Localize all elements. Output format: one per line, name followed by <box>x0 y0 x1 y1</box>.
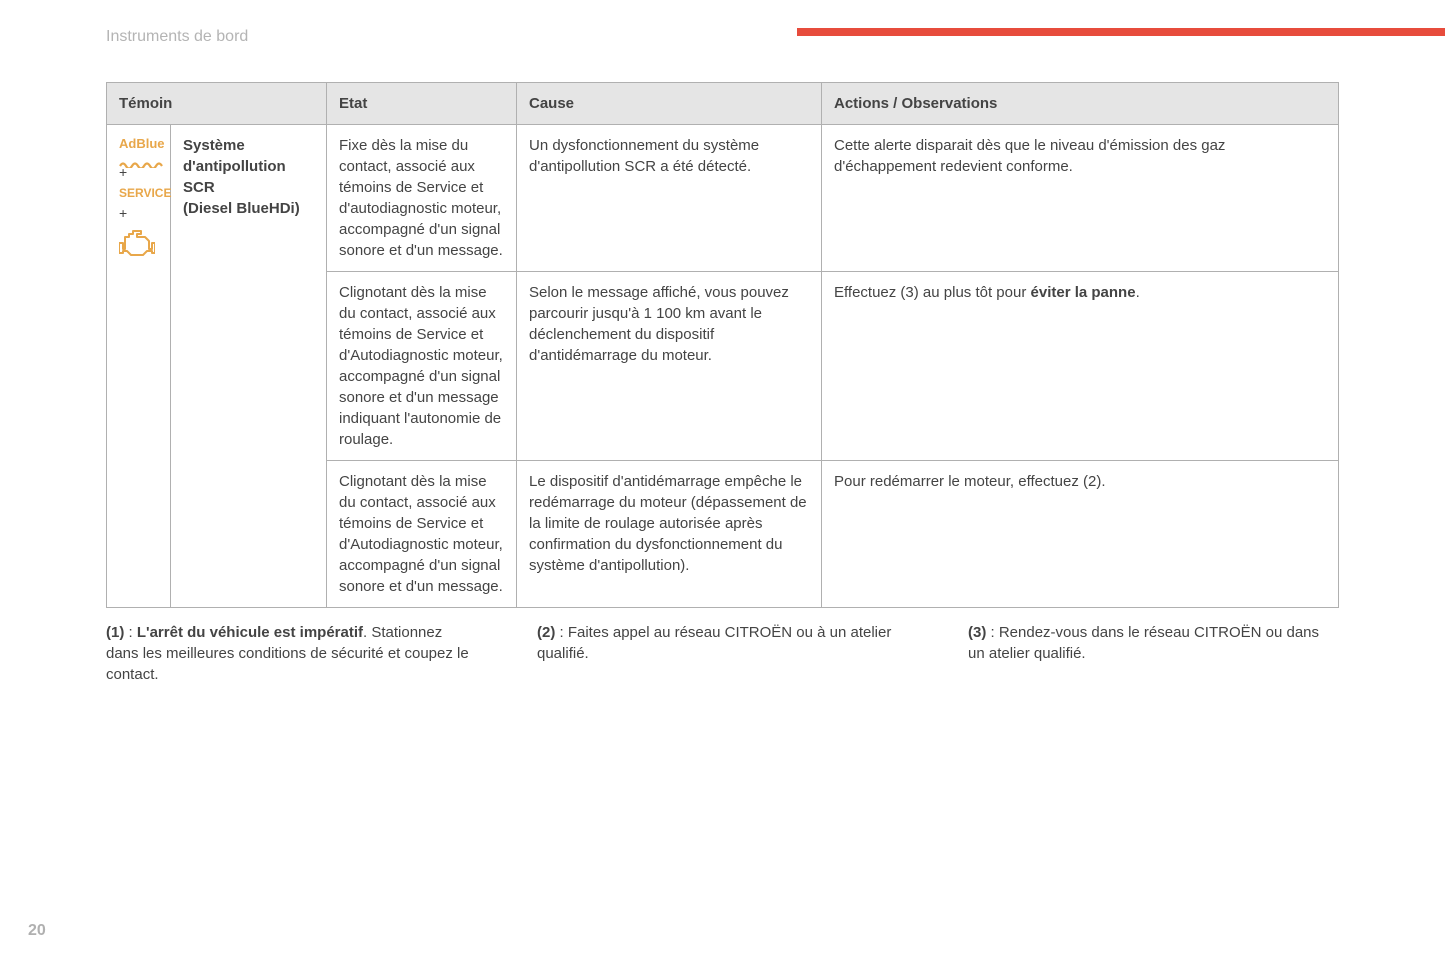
th-temoin: Témoin <box>107 83 327 125</box>
th-actions: Actions / Observations <box>822 83 1339 125</box>
footnote-2: (2) : Faites appel au réseau CITROËN ou … <box>537 622 908 685</box>
etat-cell: Clignotant dès la mise du contact, assoc… <box>327 272 517 461</box>
system-label-cell: Système d'antipollution SCR (Diesel Blue… <box>171 125 327 608</box>
actions-post: . <box>1136 284 1140 301</box>
footnote-bold: L'arrêt du véhicule est impératif <box>137 624 363 641</box>
footnote-3: (3) : Rendez-vous dans le réseau CITROËN… <box>968 622 1339 685</box>
footnote-text: : Faites appel au réseau CITROËN ou à un… <box>537 624 891 662</box>
actions-cell: Cette alerte disparait dès que le niveau… <box>822 125 1339 272</box>
cause-cell: Selon le message affiché, vous pouvez pa… <box>517 272 822 461</box>
etat-cell: Clignotant dès la mise du contact, assoc… <box>327 461 517 608</box>
page-content: Témoin Etat Cause Actions / Observations… <box>0 50 1445 685</box>
etat-cell: Fixe dès la mise du contact, associé aux… <box>327 125 517 272</box>
cause-cell: Un dysfonctionnement du système d'antipo… <box>517 125 822 272</box>
system-variant: (Diesel BlueHDi) <box>183 200 300 217</box>
page-header: Instruments de bord <box>0 0 1445 50</box>
actions-cell: Effectuez (3) au plus tôt pour éviter la… <box>822 272 1339 461</box>
warning-table: Témoin Etat Cause Actions / Observations… <box>106 82 1339 608</box>
th-etat: Etat <box>327 83 517 125</box>
footnote-num: (1) <box>106 624 124 641</box>
footnote-num: (2) <box>537 624 555 641</box>
service-icon: SERVICE <box>119 185 158 202</box>
actions-cell: Pour redémarrer le moteur, effectuez (2)… <box>822 461 1339 608</box>
table-row: AdBlue + SERVICE + <box>107 125 1339 272</box>
actions-bold: éviter la panne <box>1031 284 1136 301</box>
adblue-wave-icon <box>119 153 158 161</box>
header-title: Instruments de bord <box>106 28 248 45</box>
footnote-sep: : <box>124 624 137 641</box>
footnote-text: : Rendez-vous dans le réseau CITROËN ou … <box>968 624 1319 662</box>
indicator-icon-cell: AdBlue + SERVICE + <box>107 125 171 608</box>
system-name: Système d'antipollution SCR <box>183 137 286 196</box>
actions-text: Effectuez (3) au plus tôt pour <box>834 284 1031 301</box>
engine-check-icon <box>119 229 155 263</box>
footnote-1: (1) : L'arrêt du véhicule est impératif.… <box>106 622 477 685</box>
plus-icon: + <box>119 204 158 224</box>
adblue-icon: AdBlue <box>119 135 158 153</box>
th-cause: Cause <box>517 83 822 125</box>
page-number: 20 <box>28 922 46 940</box>
actions-text: Pour redémarrer le moteur, effectuez (2)… <box>834 473 1106 490</box>
header-accent-bar <box>797 28 1445 36</box>
footnote-num: (3) <box>968 624 986 641</box>
actions-text: Cette alerte disparait dès que le niveau… <box>834 137 1225 175</box>
cause-cell: Le dispositif d'antidémarrage empêche le… <box>517 461 822 608</box>
footnotes: (1) : L'arrêt du véhicule est impératif.… <box>106 622 1339 685</box>
